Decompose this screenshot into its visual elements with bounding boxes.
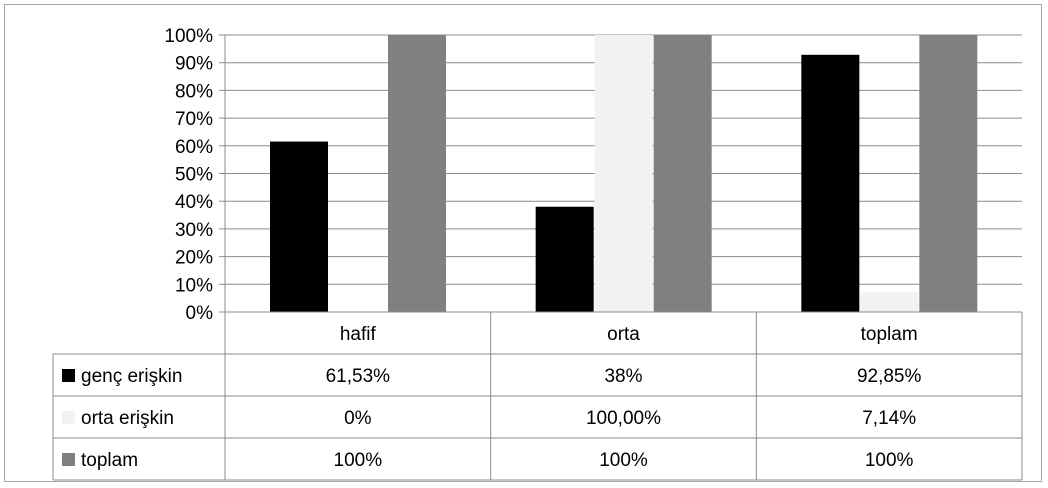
y-tick-label: 0% [186, 303, 214, 324]
bar-1-1 [270, 141, 328, 312]
data-label: 92,85% [857, 366, 922, 387]
data-label: 100,00% [586, 408, 661, 429]
y-tick-label: 30% [175, 220, 213, 241]
bar-2-3 [860, 292, 919, 312]
data-label: 100% [334, 450, 383, 471]
y-tick-label: 60% [175, 137, 213, 158]
y-tick-label: 100% [164, 26, 213, 47]
bar-1-3 [801, 54, 860, 312]
bar-3-2 [653, 35, 712, 312]
y-tick-label: 80% [175, 81, 213, 102]
y-tick-label: 50% [175, 165, 213, 186]
legend-swatch [62, 453, 75, 466]
bar-2-2 [594, 35, 653, 312]
x-tick-label: hafif [340, 324, 377, 345]
legend-label: orta erişkin [81, 408, 174, 429]
y-tick-label: 90% [175, 54, 213, 75]
data-label: 100% [599, 450, 648, 471]
bar-3-1 [388, 35, 446, 312]
x-tick-label: orta [607, 324, 640, 345]
chart-frame [4, 4, 1042, 482]
data-label: 38% [604, 366, 642, 387]
data-label: 7,14% [862, 408, 916, 429]
legend-label: toplam [81, 450, 138, 471]
y-tick-label: 10% [175, 275, 213, 296]
bar-1-2 [535, 206, 594, 312]
y-tick-label: 40% [175, 192, 213, 213]
legend-swatch [62, 411, 75, 424]
data-label: 100% [865, 450, 914, 471]
data-label: 0% [344, 408, 372, 429]
y-tick-label: 70% [175, 109, 213, 130]
x-tick-label: toplam [861, 324, 918, 345]
data-label: 61,53% [326, 366, 391, 387]
y-tick-label: 20% [175, 248, 213, 269]
bar-3-3 [919, 35, 978, 312]
legend-label: genç erişkin [81, 366, 182, 387]
legend-swatch [62, 369, 75, 382]
